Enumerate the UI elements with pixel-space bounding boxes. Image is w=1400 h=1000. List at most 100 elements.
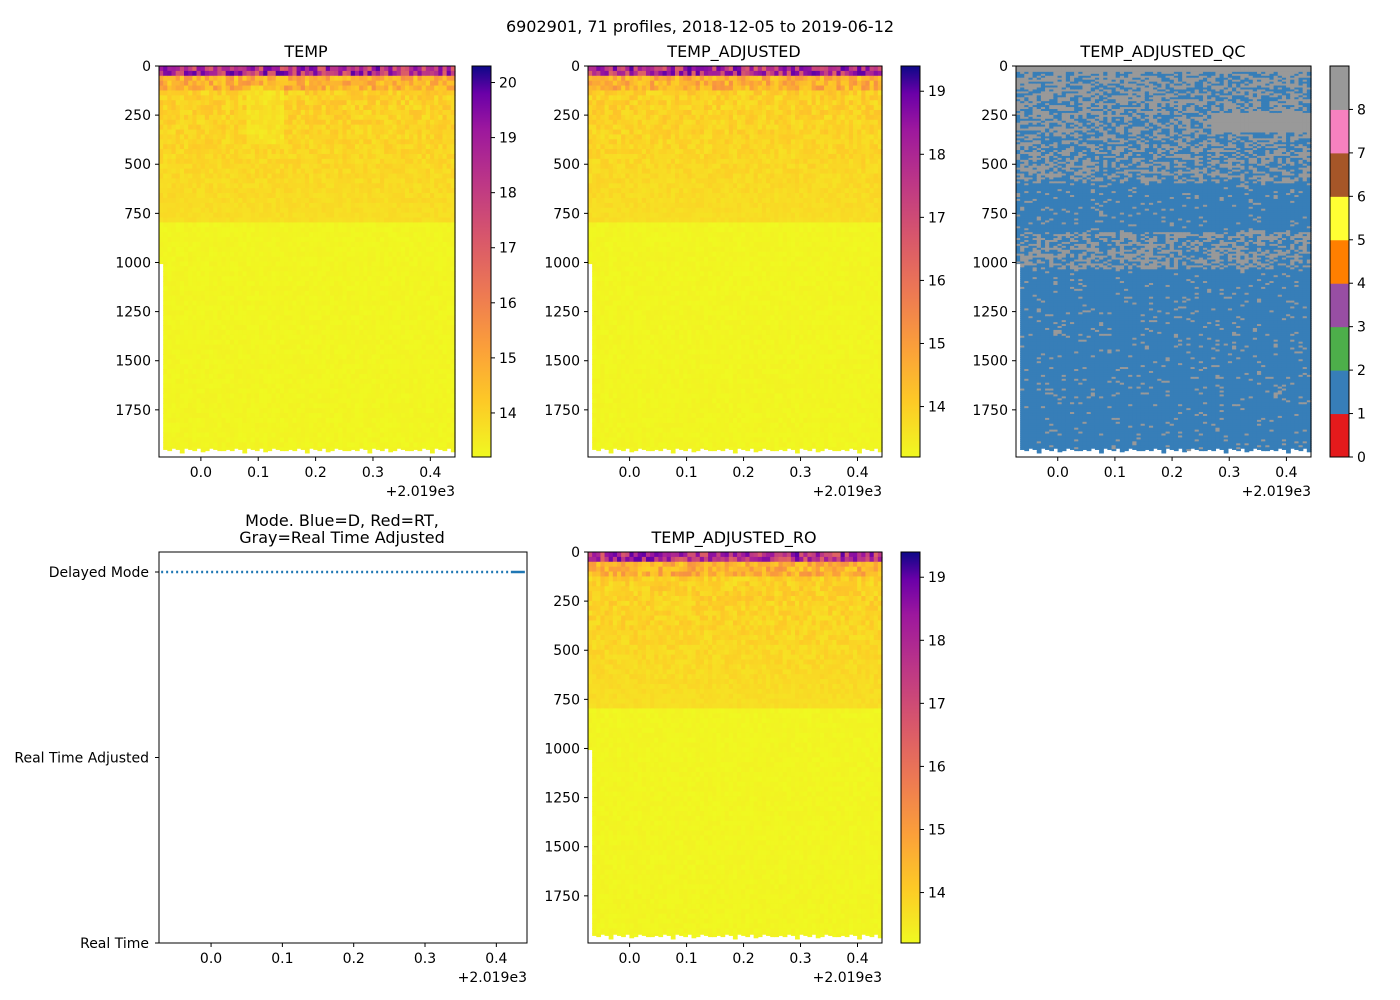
heatmap-cell — [275, 393, 281, 399]
heatmap-cell — [317, 232, 323, 238]
heatmap-cell — [409, 80, 414, 87]
heatmap-cell — [392, 134, 398, 140]
heatmap-cell — [188, 329, 193, 336]
heatmap-cell — [363, 349, 369, 355]
heatmap-cell — [375, 295, 381, 302]
heatmap-cell — [292, 364, 298, 370]
heatmap-cell — [200, 413, 206, 419]
heatmap-cell — [238, 217, 243, 223]
heatmap-cell — [217, 227, 223, 233]
heatmap-cell — [379, 129, 385, 136]
heatmap-cell — [279, 100, 285, 106]
heatmap-cell — [171, 271, 177, 277]
heatmap-cell — [396, 447, 402, 449]
heatmap-cell — [321, 178, 327, 184]
heatmap-cell — [309, 315, 314, 321]
heatmap-cell — [321, 241, 327, 248]
heatmap-cell — [342, 378, 348, 385]
heatmap-cell — [313, 144, 319, 150]
heatmap-cell — [338, 437, 344, 443]
heatmap-cell — [279, 354, 285, 360]
heatmap-cell — [188, 173, 193, 180]
heatmap-cell — [417, 295, 423, 302]
heatmap-cell — [346, 403, 352, 409]
heatmap-cell — [400, 422, 406, 429]
heatmap-cell — [188, 149, 193, 155]
heatmap-cell — [284, 295, 289, 302]
heatmap-cell — [279, 373, 285, 380]
heatmap-cell — [359, 124, 364, 131]
heatmap-cell — [309, 241, 314, 248]
heatmap-cell — [392, 442, 398, 448]
heatmap-cell — [342, 227, 348, 233]
heatmap-cell — [359, 119, 364, 126]
heatmap-cell — [234, 153, 239, 160]
heatmap-cell — [184, 134, 189, 140]
heatmap-cell — [413, 158, 419, 165]
heatmap-cell — [204, 315, 210, 321]
heatmap-cell — [171, 85, 177, 92]
heatmap-cell — [400, 144, 406, 150]
heatmap-cell — [184, 403, 189, 409]
heatmap-cell — [246, 364, 252, 370]
heatmap-cell — [329, 378, 335, 385]
heatmap-cell — [204, 85, 210, 92]
heatmap-cell — [350, 144, 356, 150]
heatmap-cell — [167, 408, 173, 414]
heatmap-cell — [379, 334, 385, 341]
heatmap-cell — [367, 95, 373, 101]
heatmap-cell — [167, 261, 173, 267]
heatmap-cell — [238, 241, 243, 248]
heatmap-cell — [188, 139, 193, 145]
heatmap-cell — [175, 256, 181, 263]
heatmap-cell — [334, 285, 339, 292]
heatmap-cell — [179, 178, 185, 184]
heatmap-cell — [321, 417, 327, 424]
heatmap-cell — [371, 183, 377, 189]
heatmap-cell — [179, 109, 185, 116]
heatmap-cell — [375, 388, 381, 395]
heatmap-cell — [192, 217, 198, 223]
heatmap-cell — [421, 158, 427, 165]
heatmap-cell — [329, 447, 335, 452]
heatmap-cell — [279, 217, 285, 223]
heatmap-cell — [171, 403, 177, 409]
heatmap-cell — [279, 266, 285, 272]
heatmap-cell — [204, 80, 210, 87]
heatmap-cell — [209, 359, 214, 365]
heatmap-cell — [204, 285, 210, 292]
heatmap-cell — [200, 124, 206, 131]
heatmap-cell — [209, 271, 214, 277]
heatmap-cell — [200, 373, 206, 380]
heatmap-cell — [309, 417, 314, 424]
heatmap-cell — [229, 432, 235, 439]
heatmap-cell — [204, 188, 210, 194]
heatmap-cell — [392, 139, 398, 145]
heatmap-cell — [246, 90, 252, 96]
heatmap-cell — [263, 447, 268, 453]
heatmap-cell — [334, 207, 339, 214]
heatmap-cell — [263, 109, 268, 116]
heatmap-cell — [325, 202, 331, 209]
heatmap-cell — [400, 378, 406, 385]
heatmap-cell — [279, 393, 285, 399]
heatmap-cell — [246, 295, 252, 302]
heatmap-cell — [396, 408, 402, 414]
heatmap-cell — [375, 144, 381, 150]
heatmap-cell — [354, 422, 360, 429]
heatmap-cell — [363, 109, 369, 116]
heatmap-cell — [359, 310, 364, 316]
heatmap-cell — [379, 344, 385, 351]
heatmap-cell — [375, 246, 381, 253]
heatmap-cell — [309, 114, 314, 121]
heatmap-cell — [288, 90, 294, 96]
heatmap-cell — [346, 388, 352, 395]
heatmap-cell — [342, 149, 348, 155]
heatmap-cell — [359, 447, 364, 449]
heatmap-cell — [325, 158, 331, 165]
heatmap-cell — [354, 149, 360, 155]
heatmap-cell — [279, 344, 285, 351]
heatmap-cell — [271, 437, 277, 443]
heatmap-cell — [288, 403, 294, 409]
heatmap-cell — [321, 349, 327, 355]
